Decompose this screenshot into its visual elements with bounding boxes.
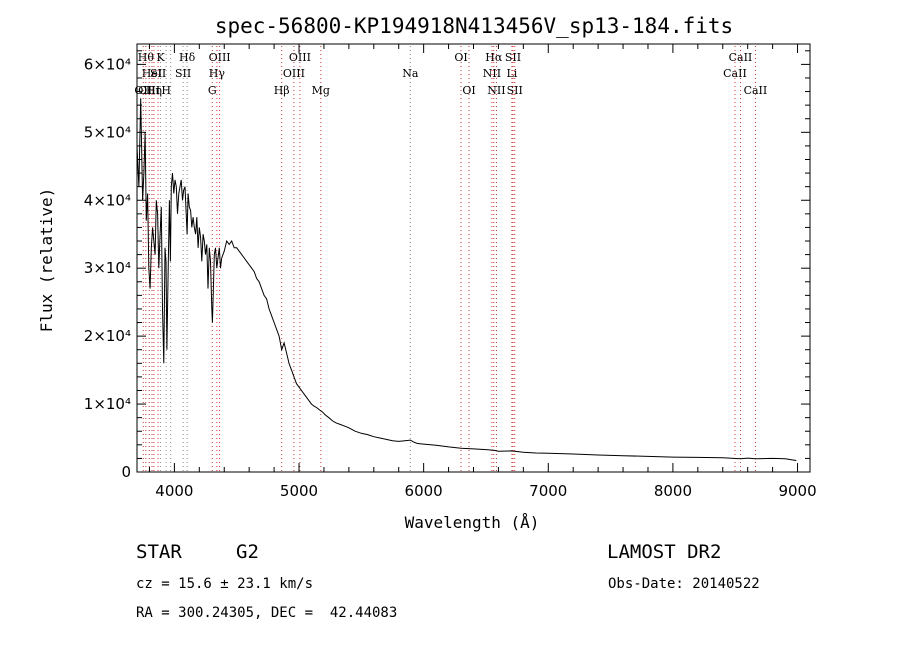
- y-tick-label: 0: [121, 463, 131, 481]
- line-label: OIII: [138, 84, 160, 97]
- line-label: G: [208, 84, 217, 97]
- line-label: SII: [150, 67, 166, 80]
- y-tick-label: 6×10⁴: [84, 55, 131, 73]
- line-label: Hη: [146, 84, 162, 97]
- redshift-cz: cz = 15.6 ± 23.1 km/s: [136, 576, 314, 592]
- line-label: K: [156, 51, 165, 64]
- x-axis: 4000 5000 6000 7000 8000 9000: [148, 44, 817, 500]
- emission-line-markers: [142, 46, 756, 472]
- line-label: H: [161, 84, 171, 97]
- line-label: CaII: [744, 84, 768, 97]
- line-label: OIII: [283, 67, 305, 80]
- line-label: Mg: [312, 84, 330, 97]
- x-tick-label: 6000: [405, 482, 443, 500]
- line-label: OII: [134, 84, 152, 97]
- line-label: CaII: [723, 67, 747, 80]
- line-label: SII: [175, 67, 191, 80]
- y-tick-label: 1×10⁴: [84, 395, 131, 413]
- line-label: NII: [487, 84, 505, 97]
- line-label: CaII: [729, 51, 753, 64]
- line-label: Hγ: [209, 67, 226, 80]
- line-label: NII: [483, 67, 501, 80]
- line-label: OI: [462, 84, 475, 97]
- line-label: Li: [506, 67, 517, 80]
- coordinates: RA = 300.24305, DEC = 42.44083: [136, 605, 398, 621]
- line-label: Na: [402, 67, 419, 80]
- survey-name: LAMOST DR2: [607, 541, 722, 563]
- object-class: STAR: [136, 541, 182, 563]
- line-label: Hδ: [179, 51, 196, 64]
- y-tick-label: 5×10⁴: [84, 123, 131, 141]
- line-label: OIII: [289, 51, 311, 64]
- plot-frame: [136, 43, 811, 473]
- y-tick-label: 4×10⁴: [84, 191, 131, 209]
- line-label: OIII: [209, 51, 231, 64]
- y-tick-label: 3×10⁴: [84, 259, 131, 277]
- x-tick-label: 5000: [280, 482, 318, 500]
- x-axis-title: Wavelength (Å): [405, 513, 540, 532]
- x-tick-label: 9000: [778, 482, 816, 500]
- observation-date: Obs-Date: 20140522: [608, 576, 760, 592]
- y-tick-label: 2×10⁴: [84, 327, 131, 345]
- x-tick-label: 7000: [529, 482, 567, 500]
- line-label: Hθ: [138, 51, 155, 64]
- line-label: OI: [454, 51, 467, 64]
- y-axis-title: Flux (relative): [37, 188, 56, 333]
- object-subclass: G2: [236, 541, 259, 563]
- y-axis: 0 1×10⁴ 2×10⁴ 3×10⁴ 4×10⁴ 5×10⁴ 6×10⁴: [84, 50, 810, 481]
- chart-title: spec-56800-KP194918N413456V_sp13-184.fit…: [215, 14, 733, 38]
- x-tick-label: 8000: [654, 482, 692, 500]
- line-label: Hα: [485, 51, 503, 64]
- spectrum-chart: spec-56800-KP194918N413456V_sp13-184.fit…: [37, 14, 817, 532]
- line-label: Hβ: [274, 84, 290, 97]
- line-label: SII: [505, 51, 521, 64]
- x-tick-label: 4000: [155, 482, 193, 500]
- line-label: HeI: [142, 67, 162, 80]
- emission-line-labels: OIIOIIIHθHeIHηSIIKHSIIHδGHγOIIIHβOIIIOII…: [134, 51, 767, 97]
- line-label: SII: [507, 84, 523, 97]
- spectrum-line: [136, 98, 797, 461]
